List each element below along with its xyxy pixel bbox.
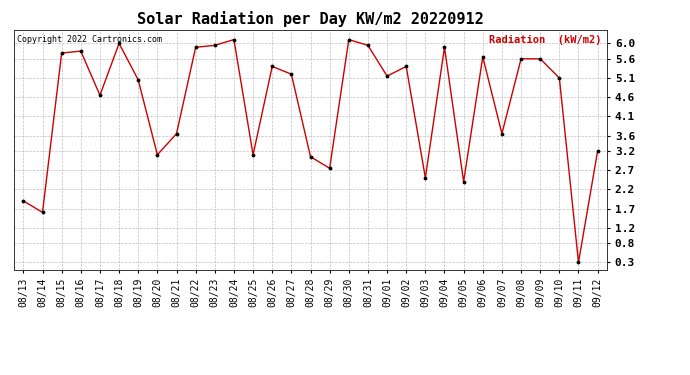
Radiation  (kW/m2)	[39, 210, 47, 214]
Radiation  (kW/m2)	[306, 154, 315, 159]
Radiation  (kW/m2)	[287, 72, 295, 76]
Radiation  (kW/m2)	[574, 260, 582, 265]
Radiation  (kW/m2)	[230, 38, 238, 42]
Radiation  (kW/m2)	[134, 78, 142, 82]
Radiation  (kW/m2)	[364, 43, 372, 48]
Radiation  (kW/m2)	[555, 76, 564, 80]
Radiation  (kW/m2)	[344, 38, 353, 42]
Radiation  (kW/m2)	[268, 64, 277, 69]
Radiation  (kW/m2)	[460, 179, 468, 184]
Radiation  (kW/m2)	[536, 57, 544, 61]
Radiation  (kW/m2)	[421, 176, 429, 180]
Radiation  (kW/m2)	[326, 166, 334, 171]
Radiation  (kW/m2)	[497, 131, 506, 136]
Radiation  (kW/m2)	[77, 49, 85, 53]
Radiation  (kW/m2)	[172, 131, 181, 136]
Radiation  (kW/m2)	[593, 149, 602, 153]
Radiation  (kW/m2)	[440, 45, 449, 50]
Line: Radiation  (kW/m2): Radiation (kW/m2)	[21, 37, 600, 265]
Radiation  (kW/m2)	[153, 153, 161, 157]
Radiation  (kW/m2)	[383, 74, 391, 78]
Radiation  (kW/m2)	[249, 153, 257, 157]
Text: Copyright 2022 Cartronics.com: Copyright 2022 Cartronics.com	[17, 35, 161, 44]
Legend: Radiation  (kW/m2): Radiation (kW/m2)	[489, 35, 602, 45]
Radiation  (kW/m2)	[517, 57, 525, 61]
Radiation  (kW/m2)	[96, 93, 104, 98]
Radiation  (kW/m2)	[115, 41, 124, 46]
Radiation  (kW/m2)	[479, 55, 487, 59]
Radiation  (kW/m2)	[57, 51, 66, 55]
Title: Solar Radiation per Day KW/m2 20220912: Solar Radiation per Day KW/m2 20220912	[137, 12, 484, 27]
Radiation  (kW/m2)	[192, 45, 200, 50]
Radiation  (kW/m2)	[19, 199, 28, 203]
Radiation  (kW/m2)	[210, 43, 219, 48]
Radiation  (kW/m2)	[402, 64, 411, 69]
